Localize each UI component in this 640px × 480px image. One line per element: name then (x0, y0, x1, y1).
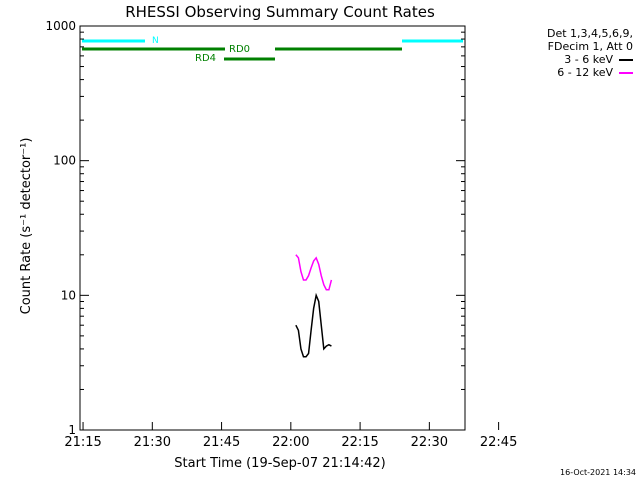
state-bars: N RD0 RD4 (82, 36, 463, 64)
y-tick-label: 100 (53, 154, 76, 168)
y-axis-title: Count Rate (s⁻¹ detector⁻¹) (19, 138, 34, 315)
state-bar-label: RD0 (229, 44, 250, 55)
x-tick-label: 22:45 (480, 435, 517, 450)
x-tick-label: 22:15 (341, 435, 378, 450)
legend-label: 3 - 6 keV (564, 53, 613, 67)
legend-swatch (619, 58, 633, 61)
legend-item: 3 - 6 keV (463, 53, 633, 66)
legend: Det 1,3,4,5,6,9, FDecim 1, Att 0 3 - 6 k… (463, 27, 633, 79)
legend-swatch (619, 71, 633, 74)
legend-item: 6 - 12 keV (463, 66, 633, 79)
series-line (295, 254, 333, 291)
y-axis: 1 10 100 1000 (45, 19, 465, 437)
legend-header-2: FDecim 1, Att 0 (547, 40, 633, 54)
x-axis-title: Start Time (19-Sep-07 21:14:42) (174, 456, 385, 471)
state-bar-label: RD4 (195, 53, 216, 64)
y-tick-label: 10 (61, 288, 76, 302)
x-tick-label: 21:45 (203, 435, 240, 450)
chart-title: RHESSI Observing Summary Count Rates (125, 3, 435, 21)
timestamp: 16-Oct-2021 14:34 (560, 468, 636, 477)
x-axis: 21:15 21:30 21:45 22:00 22:15 22:30 22:45 (64, 422, 517, 450)
series-layer (295, 254, 333, 358)
legend-label: 6 - 12 keV (557, 66, 613, 80)
x-tick-label: 21:30 (134, 435, 171, 450)
x-tick-label: 22:00 (272, 435, 309, 450)
legend-header-1: Det 1,3,4,5,6,9, (546, 27, 633, 40)
state-bar-label: N (152, 36, 159, 46)
series-line (295, 292, 332, 358)
y-axis-title-text: Count Rate (s⁻¹ detector⁻¹) (19, 138, 34, 315)
y-tick-label: 1000 (45, 19, 76, 33)
x-tick-label: 21:15 (64, 435, 101, 450)
plot-frame (79, 25, 466, 431)
legend-items: 3 - 6 keV 6 - 12 keV (463, 53, 633, 79)
x-tick-label: 22:30 (411, 435, 448, 450)
y-tick-label: 1 (68, 423, 76, 437)
